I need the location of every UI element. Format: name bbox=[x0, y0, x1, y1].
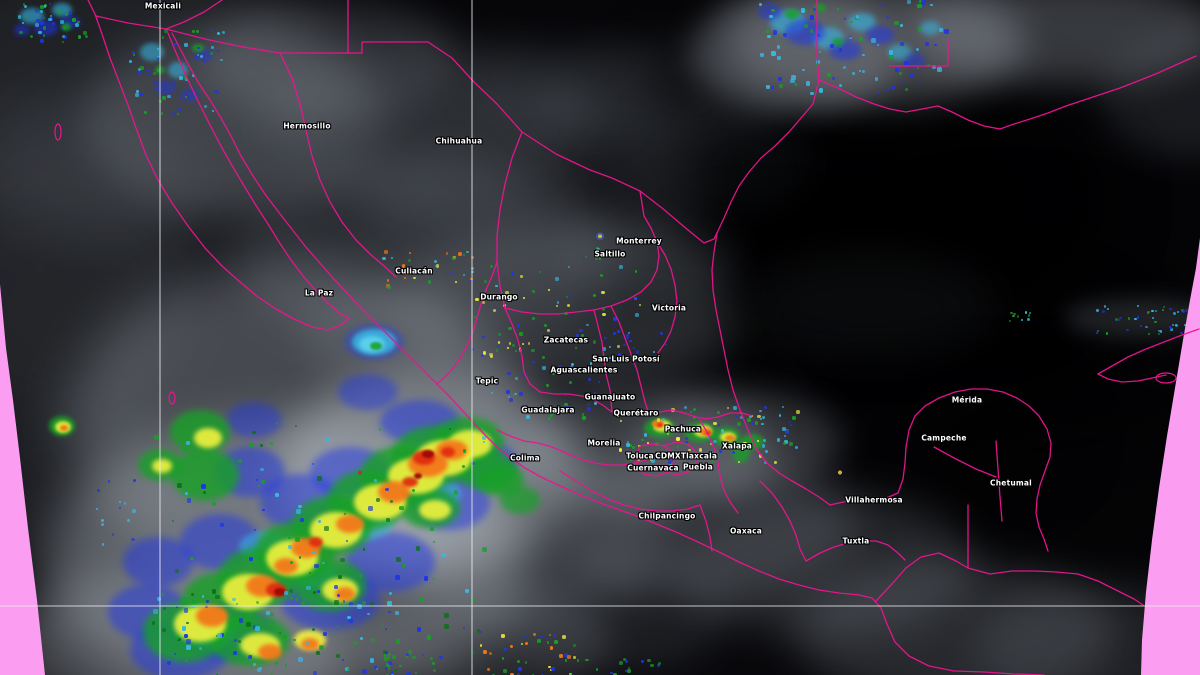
emblem-watermark bbox=[0, 0, 1200, 675]
satellite-map: MexicaliHermosilloChihuahuaLa PazCuliacá… bbox=[0, 0, 1200, 675]
